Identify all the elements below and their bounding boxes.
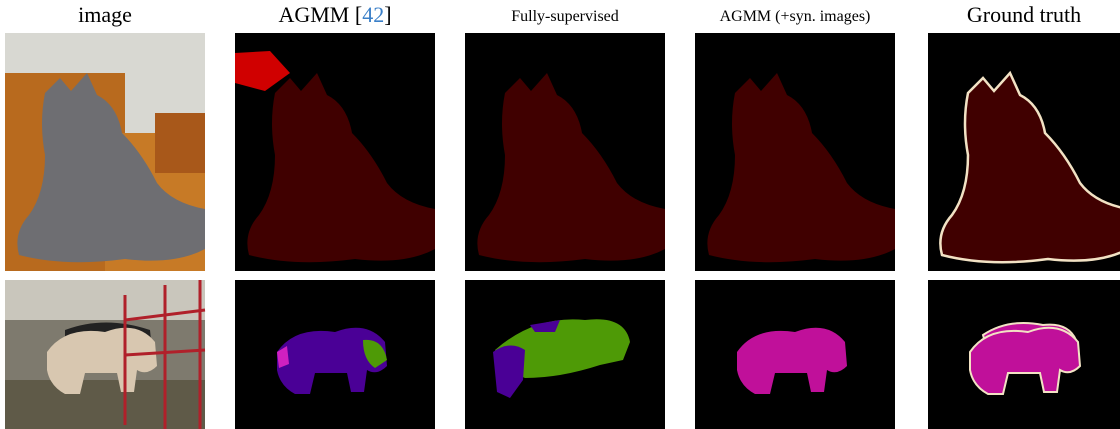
- gt-cat: [928, 33, 1120, 271]
- figure-panels: [0, 0, 1120, 429]
- column-header: image: [5, 2, 205, 28]
- column-header: Fully-supervised: [465, 8, 665, 26]
- header-text: ]: [384, 2, 391, 27]
- gt-pony: [928, 280, 1120, 429]
- syn-pony: [695, 280, 895, 429]
- agmm-cat: [235, 33, 435, 271]
- photo-cat: [5, 33, 205, 271]
- header-text: AGMM [: [278, 2, 362, 27]
- column-header: Ground truth: [928, 2, 1120, 28]
- supervised-cat: [465, 33, 665, 271]
- citation: 42: [362, 2, 384, 27]
- photo-pony: [5, 280, 205, 429]
- column-header: AGMM (+syn. images): [695, 8, 895, 26]
- supervised-pony: [465, 280, 665, 429]
- column-header: AGMM [42]: [235, 2, 435, 28]
- agmm-pony: [235, 280, 435, 429]
- syn-cat: [695, 33, 895, 271]
- figure: image AGMM [42] Fully-supervised AGMM (+…: [0, 0, 1120, 429]
